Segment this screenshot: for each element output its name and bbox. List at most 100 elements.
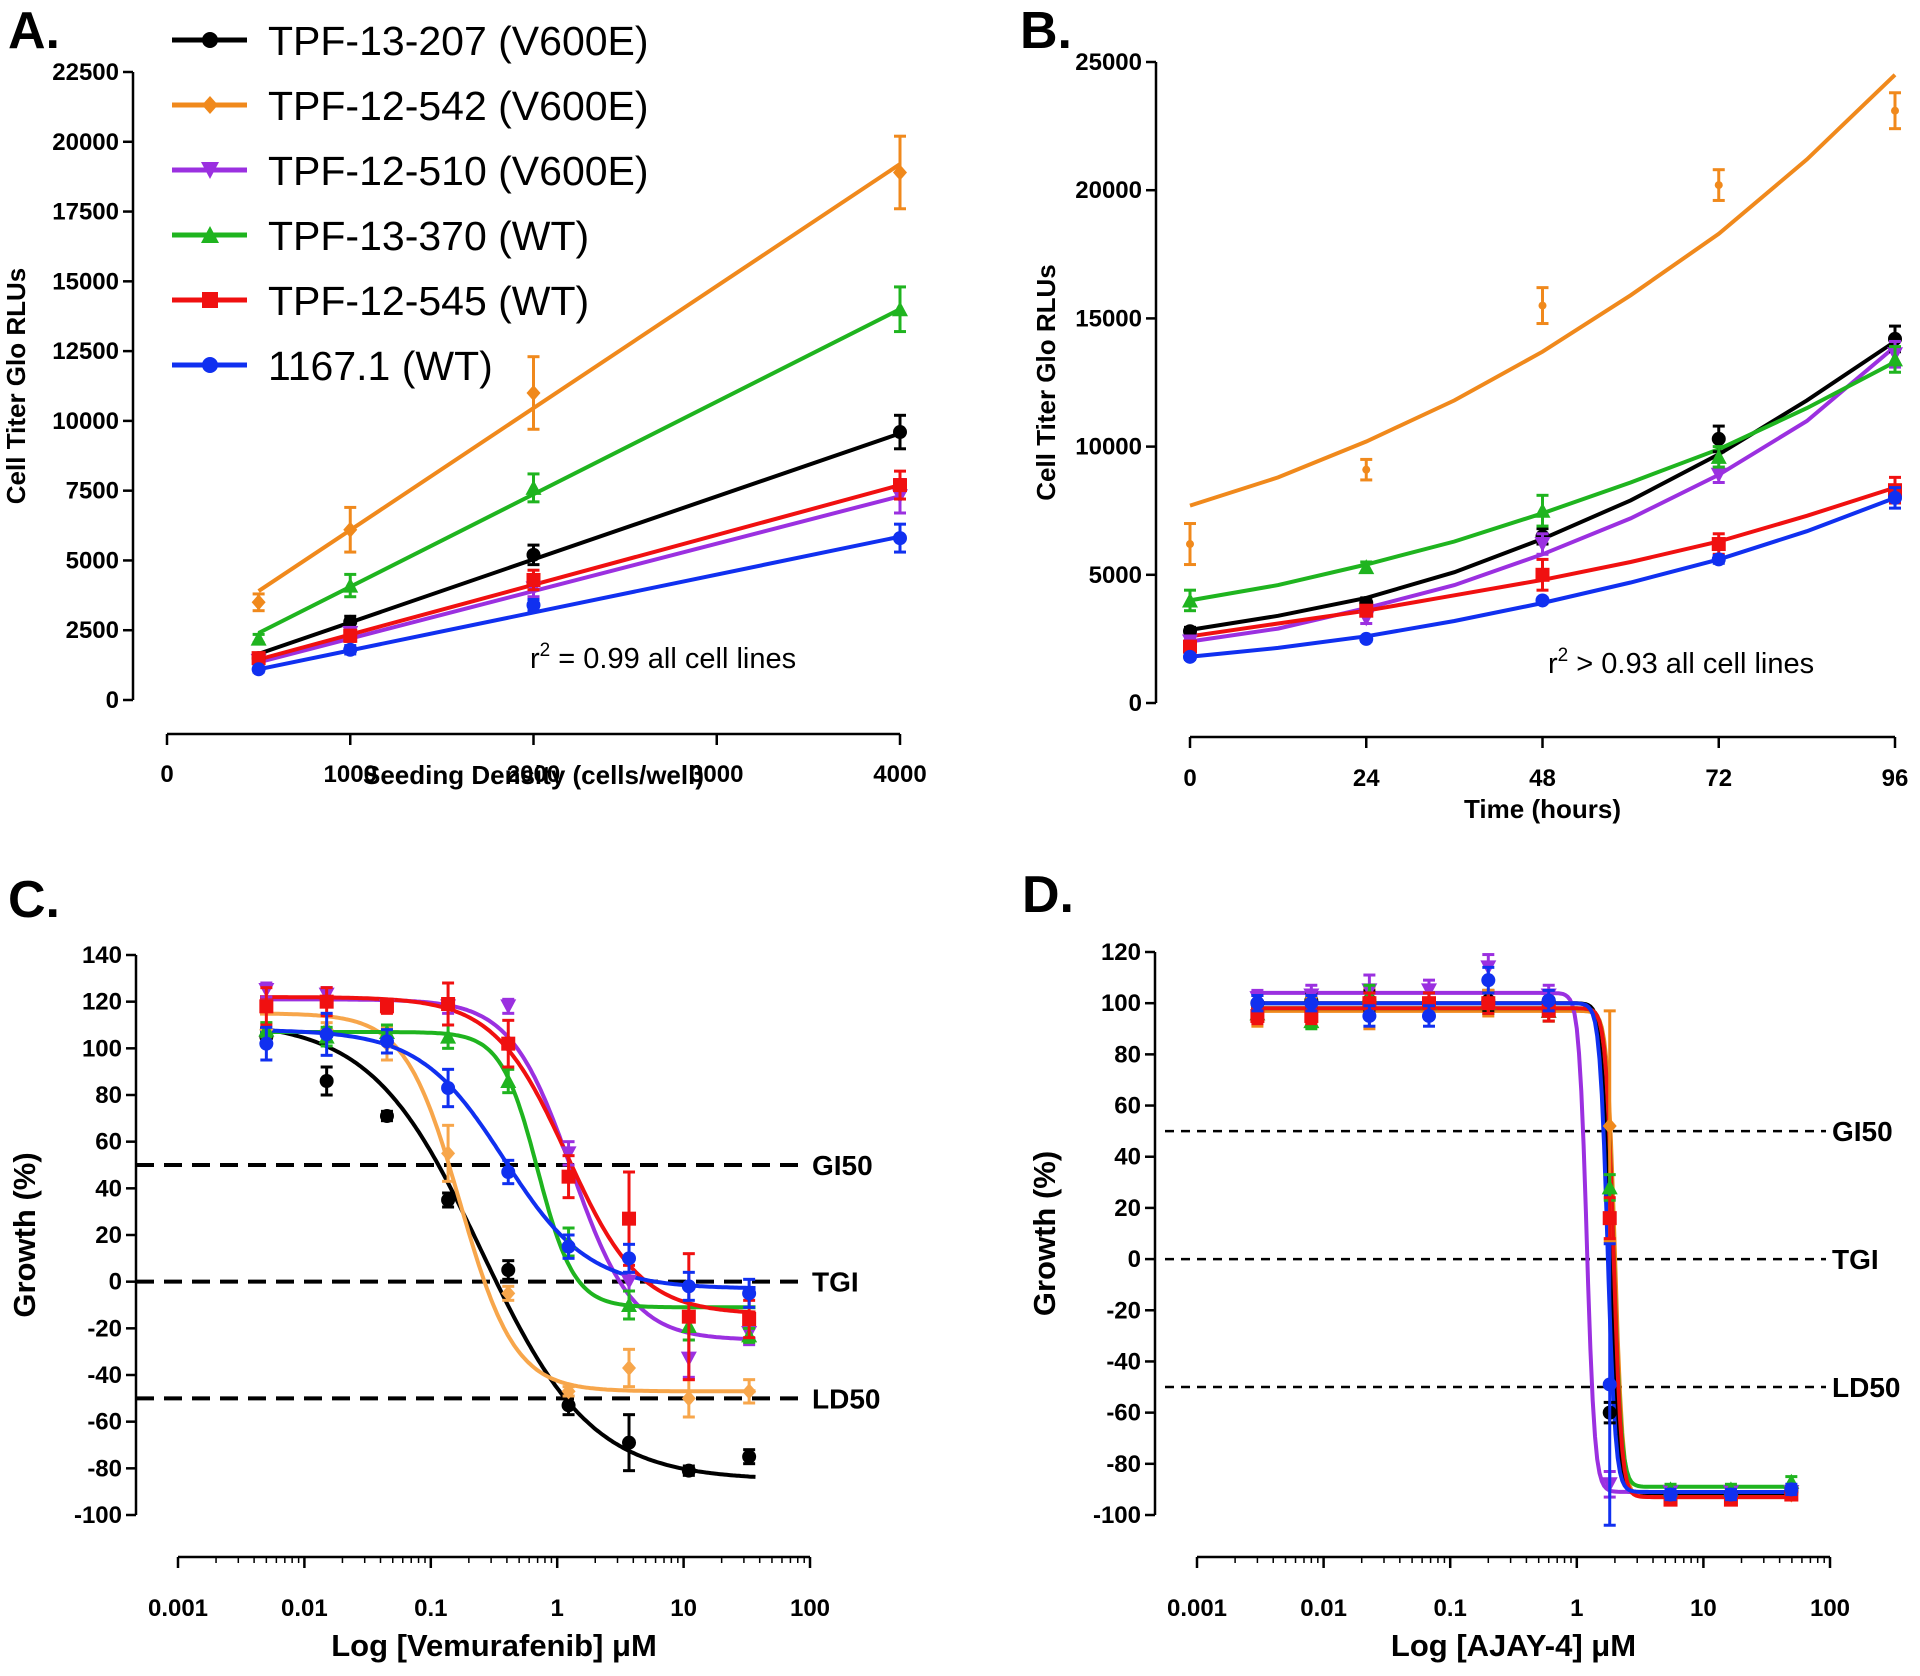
legend-item: TPF-13-207 (V600E) — [172, 18, 649, 64]
panel-label: B. — [1020, 2, 1072, 60]
data-point-s1167 — [1304, 996, 1319, 1011]
x-tick-label: 100 — [790, 1595, 830, 1622]
data-point-s370 — [1182, 592, 1198, 608]
data-point-s1167 — [681, 1279, 696, 1294]
data-point-s542 — [561, 1383, 576, 1400]
data-point-s207 — [501, 1263, 516, 1277]
legend-marker-s207 — [202, 32, 218, 48]
y-axis-label: Growth (%) — [7, 1152, 42, 1317]
data-point-s542 — [1362, 465, 1371, 474]
y-tick-label: 100 — [1101, 990, 1141, 1017]
data-point-s542 — [501, 1285, 516, 1302]
y-tick-label: 7500 — [66, 478, 119, 505]
y-tick-label: 60 — [1114, 1093, 1141, 1120]
y-tick-label: 10000 — [1075, 434, 1142, 461]
data-point-s545 — [343, 628, 358, 643]
y-tick-label: 22500 — [52, 59, 119, 86]
data-point-s370 — [440, 1028, 457, 1044]
y-tick-label: 40 — [1114, 1144, 1141, 1171]
y-tick-label: -40 — [1106, 1348, 1141, 1375]
series-s207 — [259, 1028, 757, 1478]
data-point-s542 — [441, 1145, 456, 1162]
panel-c: C. -100 -80 -60 -40 -20 0 20 40 60 80 100 120 140 Grow… — [7, 871, 880, 1663]
series-s370 — [250, 285, 908, 646]
data-point-s542 — [1891, 106, 1899, 115]
data-point-s1167 — [622, 1251, 637, 1266]
y-tick-label: 25000 — [1075, 49, 1142, 76]
y-tick-label: 100 — [82, 1035, 122, 1062]
fit-line-s545 — [258, 483, 901, 662]
data-point-s370 — [1358, 559, 1375, 575]
y-tick-label: -60 — [1106, 1400, 1141, 1427]
y-tick-label: 60 — [95, 1129, 122, 1156]
legend-label: TPF-12-545 (WT) — [268, 278, 589, 324]
data-point-s510 — [560, 1146, 577, 1162]
annotation-prefix: r — [1548, 648, 1558, 680]
data-point-s1167 — [251, 662, 266, 677]
data-point-s370 — [342, 577, 359, 593]
annotation-superscript: 2 — [540, 640, 551, 661]
y-tick-label: -20 — [1106, 1297, 1141, 1324]
data-point-s542 — [1538, 301, 1547, 310]
data-point-s545 — [622, 1211, 637, 1226]
data-point-s1167 — [742, 1286, 757, 1301]
x-tick-label: 3000 — [690, 761, 743, 788]
data-point-s207 — [379, 1109, 394, 1123]
data-point-s370 — [525, 479, 542, 495]
data-point-s207 — [893, 425, 907, 440]
fit-curve-s370 — [1251, 1006, 1798, 1489]
x-tick-label: 1 — [1570, 1595, 1583, 1622]
x-tick-label: 10 — [1690, 1595, 1717, 1622]
data-point-s510 — [1420, 983, 1437, 999]
data-point-s1167 — [1362, 1008, 1377, 1023]
legend-item: TPF-12-545 (WT) — [172, 278, 589, 324]
x-tick-label: 48 — [1529, 765, 1556, 792]
fit-line-s370 — [257, 307, 901, 635]
y-tick-label: 80 — [1114, 1041, 1141, 1068]
x-tick-label: 2000 — [507, 761, 560, 788]
annotation-text: > 0.93 all cell lines — [1568, 648, 1814, 680]
fit-line-s207 — [257, 431, 901, 656]
data-point-s1167 — [343, 642, 358, 657]
data-point-s1167 — [1535, 593, 1550, 608]
panel-d: D. -100 -80 -60 -40 -20 0 20 40 60 80 100 120 Growth … — [1022, 866, 1900, 1663]
data-point-s370 — [621, 1297, 638, 1312]
data-point-s545 — [1250, 1008, 1265, 1023]
y-tick-label: 20 — [1114, 1195, 1141, 1222]
data-point-s545 — [681, 1309, 696, 1324]
fit-line-s542 — [1189, 73, 1897, 508]
data-point-s1167 — [501, 1165, 516, 1179]
data-point-s542 — [1186, 540, 1194, 549]
data-point-s207 — [441, 1193, 456, 1207]
data-point-s542 — [251, 594, 266, 611]
series-s1167 — [251, 522, 907, 677]
annotation-prefix: r — [530, 643, 540, 675]
data-point-s1167 — [441, 1081, 456, 1095]
data-point-s1167 — [319, 1027, 334, 1042]
x-tick-label: 1000 — [324, 761, 377, 788]
y-tick-label: 120 — [82, 989, 122, 1016]
legend-item: TPF-12-510 (V600E) — [172, 148, 649, 194]
data-point-s207 — [561, 1398, 576, 1413]
x-axis-label: Log [AJAY-4] μM — [1391, 1628, 1636, 1663]
x-tick-label: 24 — [1353, 765, 1380, 792]
data-point-s545 — [1304, 1008, 1319, 1023]
data-point-s370 — [1534, 502, 1551, 518]
y-tick-label: -80 — [1106, 1451, 1141, 1478]
data-point-s542 — [526, 384, 541, 401]
x-tick-label: 4000 — [873, 761, 926, 788]
data-point-s1167 — [1481, 973, 1496, 988]
series-s542 — [251, 134, 907, 613]
series-s545 — [1250, 991, 1799, 1507]
data-point-s545 — [251, 651, 266, 666]
data-point-s545 — [893, 478, 907, 493]
data-point-s1167 — [1541, 993, 1556, 1008]
data-point-s1167 — [1784, 1482, 1799, 1497]
data-point-s207 — [622, 1435, 637, 1450]
data-point-s545 — [379, 999, 394, 1014]
x-axis-label: Time (hours) — [1464, 794, 1621, 824]
fit-line-s510 — [258, 494, 901, 665]
data-point-s542 — [622, 1360, 637, 1376]
fit-curve-s542 — [260, 1011, 756, 1394]
